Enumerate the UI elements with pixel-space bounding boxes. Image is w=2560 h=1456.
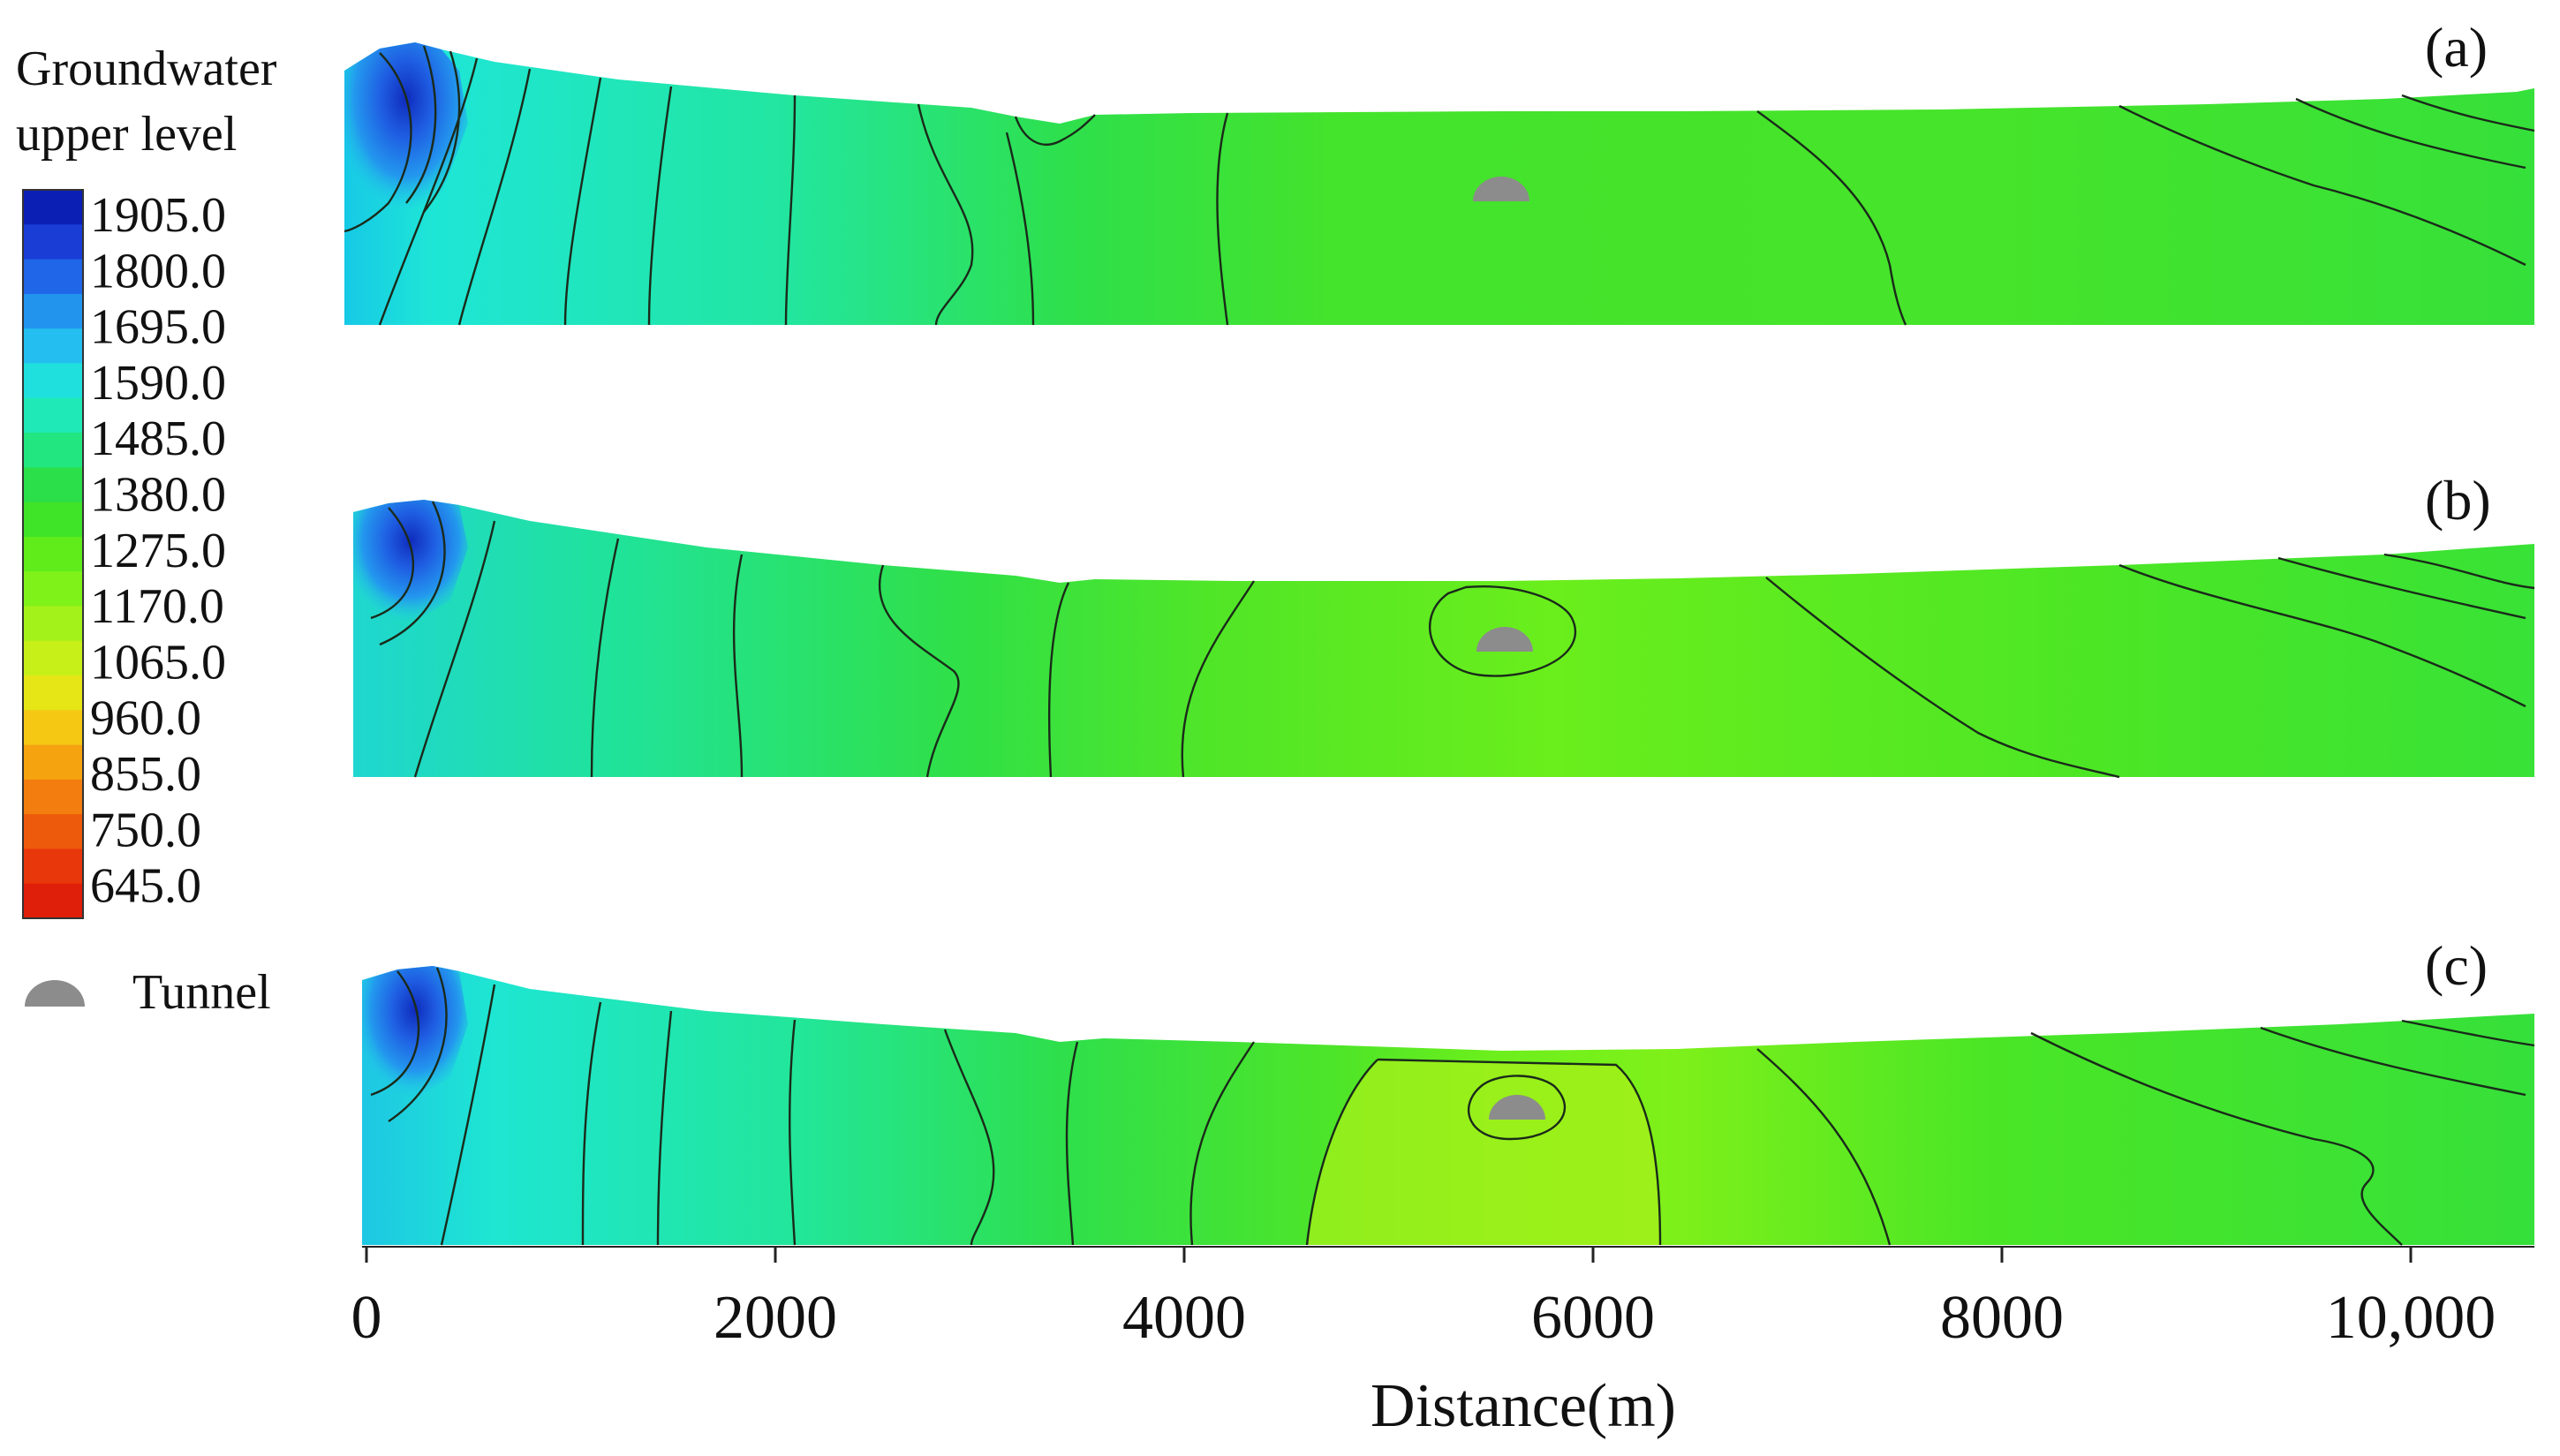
legend-swatch (23, 606, 83, 642)
panel-a-blue-core (344, 42, 468, 230)
legend-swatch (23, 259, 83, 295)
legend-color-bar (22, 189, 84, 919)
legend-title-line1: Groundwater (16, 41, 277, 96)
legend-bar-frame (22, 189, 84, 919)
legend-swatch (23, 502, 83, 538)
x-axis-label: Distance(m) (1371, 1372, 1676, 1440)
legend-level-label: 855.0 (90, 747, 201, 802)
legend-level-labels: 1905.01800.01695.01590.01485.01380.01275… (90, 188, 226, 914)
panel-a-tunnel (1473, 177, 1529, 201)
legend-swatch (23, 363, 83, 399)
panel-c-blue-core (362, 966, 468, 1113)
legend-level-label: 1275.0 (90, 524, 226, 578)
panel-a: (a) (344, 16, 2535, 326)
legend-swatch (23, 536, 83, 572)
legend-swatch (23, 328, 83, 364)
legend-swatch (23, 849, 83, 885)
legend-swatch (23, 710, 83, 746)
legend-swatch (23, 293, 83, 329)
x-axis: 0 2000 4000 6000 8000 10,000 Distance(m) (351, 1246, 2534, 1440)
x-tick-label: 2000 (714, 1284, 837, 1352)
legend-swatch (23, 397, 83, 434)
x-tick-label: 4000 (1122, 1284, 1246, 1352)
legend-level-label: 1485.0 (90, 411, 226, 466)
x-tick-label: 10,000 (2326, 1284, 2496, 1352)
legend-swatch (23, 571, 83, 607)
legend-swatch (23, 779, 83, 815)
legend-level-label: 960.0 (90, 691, 201, 746)
legend-swatch (23, 640, 83, 676)
panel-b: (b) (353, 469, 2535, 779)
legend-level-label: 1065.0 (90, 635, 226, 690)
panel-c-label: (c) (2425, 934, 2488, 997)
panel-b-tunnel (1476, 627, 1533, 652)
legend-swatch (23, 814, 83, 849)
panel-a-contours (344, 45, 2535, 326)
legend-level-label: 750.0 (90, 803, 201, 857)
panel-c-yellow-zone (1307, 1060, 1660, 1245)
panel-c: (c) (362, 934, 2535, 1246)
legend-level-label: 1170.0 (90, 579, 224, 634)
panel-b-fill (353, 500, 2534, 777)
panel-b-contours (370, 501, 2535, 779)
legend-swatch (23, 675, 83, 711)
legend-swatch (23, 433, 83, 468)
x-tick-label: 8000 (1940, 1284, 2064, 1352)
legend-swatch (23, 883, 83, 919)
legend-level-label: 1380.0 (90, 468, 226, 523)
legend-level-label: 645.0 (90, 859, 201, 914)
x-axis-ticks: 0 2000 4000 6000 8000 10,000 (351, 1247, 2496, 1352)
legend-swatch (23, 744, 83, 781)
panel-c-contours (370, 967, 2535, 1246)
legend-title-line2: upper level (16, 107, 237, 162)
panel-c-tunnel (1489, 1095, 1545, 1120)
legend-swatch (23, 224, 83, 260)
legend-level-label: 1800.0 (90, 244, 226, 298)
legend-tunnel-label: Tunnel (132, 965, 271, 1020)
panel-b-label: (b) (2425, 469, 2491, 532)
legend-level-label: 1590.0 (90, 356, 226, 411)
panel-a-fill (344, 42, 2534, 325)
legend-level-label: 1695.0 (90, 300, 226, 355)
legend-swatch (23, 190, 83, 225)
panel-b-blue-core (353, 500, 468, 636)
x-tick-label: 0 (351, 1284, 382, 1352)
legend-level-label: 1905.0 (90, 188, 226, 243)
legend-tunnel-icon (25, 980, 85, 1007)
legend: Groundwater upper level 1905.01800.01695… (16, 41, 277, 1020)
legend-swatch (23, 467, 83, 503)
x-tick-label: 6000 (1531, 1284, 1655, 1352)
panel-a-label: (a) (2425, 16, 2488, 79)
